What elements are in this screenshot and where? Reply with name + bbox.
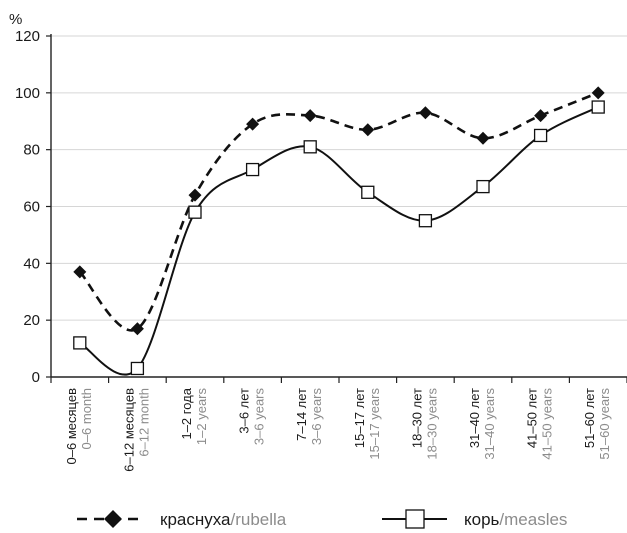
x-tick-label-ru: 51–60 лет <box>582 388 597 448</box>
series-line-measles <box>79 106 599 376</box>
y-axis-unit-label: % <box>9 11 22 28</box>
legend-item-rubella: краснуха/rubella <box>77 510 287 529</box>
data-point-diamond <box>476 131 490 145</box>
data-point-square <box>591 100 605 114</box>
data-point-square <box>245 162 260 177</box>
y-tick-label: 80 <box>23 142 40 159</box>
legend-item-measles: корь/measles <box>382 509 567 529</box>
x-tick-label-ru: 7–14 лет <box>294 388 309 441</box>
x-tick-label-ru: 1–2 года <box>179 387 194 439</box>
legend-label-ru: корь <box>464 510 500 529</box>
y-tick-label: 120 <box>15 28 40 45</box>
x-tick-label-en: 51–60 years <box>597 388 612 460</box>
axes <box>50 34 627 383</box>
data-point-diamond <box>591 86 605 100</box>
data-point-square <box>476 179 490 194</box>
x-tick-label-ru: 31–40 лет <box>467 388 482 448</box>
x-tick-label-en: 18–30 years <box>424 388 439 460</box>
y-tick-label: 20 <box>23 312 40 329</box>
data-point-diamond <box>188 188 202 202</box>
y-tick-label: 40 <box>23 255 40 272</box>
data-point-square <box>303 140 317 154</box>
x-tick-label-en: 3–6 years <box>252 388 267 446</box>
data-point-square <box>73 336 87 350</box>
y-tick-label: 0 <box>32 369 40 386</box>
data-point-square <box>130 361 145 376</box>
x-tick-label-en: 3–6 years <box>309 388 324 446</box>
x-tick-label-ru: 0–6 месяцев <box>64 388 79 465</box>
legend-label-en: /rubella <box>231 510 287 529</box>
data-point-square <box>418 214 433 228</box>
data-point-square <box>188 205 202 219</box>
x-tick-label-ru: 18–30 лет <box>409 388 424 448</box>
legend-marker-diamond <box>104 510 122 528</box>
x-tick-label-en: 1–2 years <box>194 388 209 446</box>
data-point-diamond <box>73 265 87 279</box>
x-tick-label-en: 15–17 years <box>367 388 382 460</box>
x-tick-label-ru: 15–17 лет <box>352 388 367 448</box>
series-layer <box>73 86 605 376</box>
data-point-diamond <box>361 123 375 137</box>
data-point-square <box>361 185 375 199</box>
data-point-diamond <box>303 109 317 123</box>
legend-label-en: /measles <box>499 510 567 529</box>
x-tick-label-ru: 3–6 лет <box>237 388 252 434</box>
x-tick-labels: 0–6 месяцев 0–6 month 6–12 месяцев 6–12 mon… <box>64 387 612 471</box>
legend-marker-square <box>405 509 425 529</box>
data-point-diamond <box>130 322 144 336</box>
series-line-rubella <box>78 91 599 332</box>
series-rubella <box>73 86 605 336</box>
grid-lines <box>46 35 627 378</box>
data-point-diamond <box>246 117 260 131</box>
x-tick-label-en: 31–40 years <box>482 388 497 460</box>
x-tick-label-en: 41–50 years <box>540 388 555 460</box>
data-point-diamond <box>534 109 548 123</box>
legend-label-measles: корь/measles <box>464 510 567 529</box>
x-tick-label-en: 0–6 month <box>79 388 94 449</box>
series-measles <box>73 100 605 376</box>
legend: краснуха/rubella корь/measles <box>77 509 567 529</box>
legend-label-rubella: краснуха/rubella <box>160 510 287 529</box>
y-tick-label: 60 <box>23 199 40 216</box>
y-tick-labels: 0 20 40 60 80 100 120 <box>15 28 40 386</box>
x-tick-label-ru: 41–50 лет <box>525 388 540 448</box>
y-tick-label: 100 <box>15 85 40 102</box>
legend-label-ru: краснуха <box>160 510 231 529</box>
x-tick-label-en: 6–12 month <box>136 388 151 457</box>
data-point-diamond <box>418 106 432 120</box>
x-tick-label-ru: 6–12 месяцев <box>121 388 136 472</box>
data-point-square <box>533 128 548 143</box>
